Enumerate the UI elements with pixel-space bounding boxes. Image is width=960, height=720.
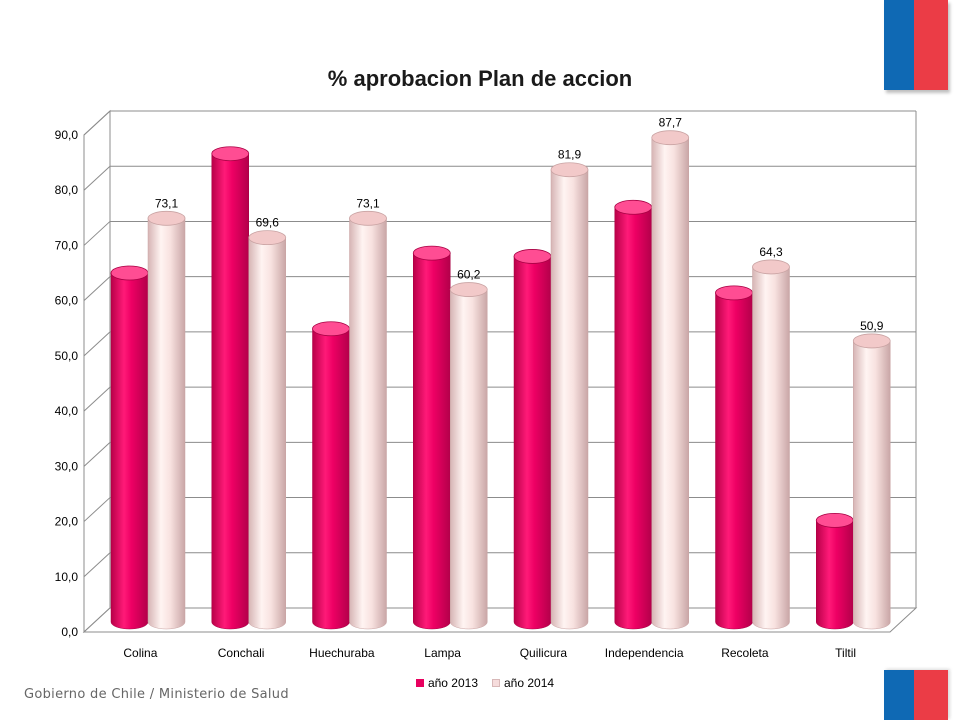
x-tick-label: Quilicura xyxy=(520,646,568,660)
data-label: 87,7 xyxy=(659,116,683,130)
bar-top xyxy=(651,130,690,146)
gridline-side xyxy=(83,441,111,467)
gridline-side xyxy=(83,221,111,246)
flag-blue-band xyxy=(884,670,914,720)
gridline-side xyxy=(83,386,111,412)
y-tick-label: 90,0 xyxy=(55,128,79,142)
bar-2014 xyxy=(853,340,891,630)
data-label: 50,9 xyxy=(860,319,884,333)
chile-flag-logo-bottom xyxy=(884,670,948,720)
legend-item-2014: año 2014 xyxy=(492,676,554,690)
legend-swatch-2013 xyxy=(415,679,424,687)
x-tick-label: Colina xyxy=(123,646,157,660)
data-label: 81,9 xyxy=(558,148,582,162)
bar-2013 xyxy=(413,252,451,630)
x-tick-label: Independencia xyxy=(605,646,684,660)
y-tick-label: 70,0 xyxy=(55,238,79,252)
y-tick-label: 60,0 xyxy=(55,294,79,308)
bar-top xyxy=(614,199,653,215)
legend-label-2014: año 2014 xyxy=(504,676,555,690)
bar-top xyxy=(412,245,451,261)
bar-2013 xyxy=(513,256,552,630)
bar-top xyxy=(312,321,350,337)
data-label: 60,2 xyxy=(457,268,481,282)
bar-top xyxy=(852,333,891,349)
y-tick-label: 10,0 xyxy=(55,570,79,584)
bar-2013 xyxy=(816,520,854,630)
bar-2014 xyxy=(550,169,589,630)
bar-2013 xyxy=(211,153,249,630)
data-label: 69,6 xyxy=(256,216,280,230)
bar-2014 xyxy=(651,137,689,630)
bar-top xyxy=(248,230,287,246)
bar-top xyxy=(715,285,753,301)
y-tick-label: 50,0 xyxy=(55,349,79,363)
bar-top xyxy=(211,146,250,162)
chart-floor xyxy=(82,607,918,633)
y-tick-label: 0,0 xyxy=(61,625,78,639)
gridline-side xyxy=(83,165,111,191)
gridline-side xyxy=(83,331,111,357)
y-tick-label: 30,0 xyxy=(55,459,79,473)
bar-2014 xyxy=(752,266,790,630)
bar-2013 xyxy=(715,292,753,630)
x-tick-label: Lampa xyxy=(424,646,461,660)
legend-item-2013: año 2013 xyxy=(415,676,478,690)
bar-top xyxy=(550,162,589,178)
chart-title: % aprobacion Plan de accion xyxy=(327,66,633,91)
flag-red-band xyxy=(914,670,948,720)
bar-top xyxy=(110,265,149,281)
bar-top xyxy=(147,210,186,226)
bar-2013 xyxy=(614,207,652,630)
x-tick-label: Huechuraba xyxy=(309,646,375,660)
bar-top xyxy=(449,282,488,297)
bar-2014 xyxy=(147,218,186,630)
chart-legend: año 2013 año 2014 xyxy=(0,676,960,690)
x-tick-label: Conchali xyxy=(218,646,265,660)
bar-2014 xyxy=(450,289,488,630)
data-label: 73,1 xyxy=(356,196,380,210)
bar-top xyxy=(349,210,387,226)
footer-text: Gobierno de Chile / Ministerio de Salud xyxy=(24,687,289,702)
chart-left-wall xyxy=(83,109,111,634)
gridline-side xyxy=(83,552,111,578)
legend-label-2013: año 2013 xyxy=(427,676,478,690)
flag-blue-band xyxy=(884,0,914,90)
x-tick-label: Recoleta xyxy=(721,646,769,660)
data-label: 64,3 xyxy=(759,245,783,259)
bar-2013 xyxy=(110,272,149,630)
bar-2014 xyxy=(349,218,387,630)
x-tick-label: Tiltil xyxy=(835,646,856,660)
data-label: 73,1 xyxy=(155,196,179,210)
gridline-side xyxy=(83,276,111,302)
chile-flag-logo-top xyxy=(884,0,948,90)
bar-top xyxy=(815,512,854,528)
bar-2014 xyxy=(248,237,286,630)
y-tick-label: 20,0 xyxy=(55,515,79,529)
y-tick-label: 80,0 xyxy=(55,183,79,197)
bar-top xyxy=(513,249,552,264)
bar-2013 xyxy=(312,328,350,630)
gridline-side xyxy=(83,110,111,136)
legend-swatch-2014 xyxy=(492,679,500,687)
y-tick-label: 40,0 xyxy=(55,404,79,418)
bar-top xyxy=(752,259,790,275)
gridline-side xyxy=(83,497,111,522)
flag-red-band xyxy=(914,0,948,90)
